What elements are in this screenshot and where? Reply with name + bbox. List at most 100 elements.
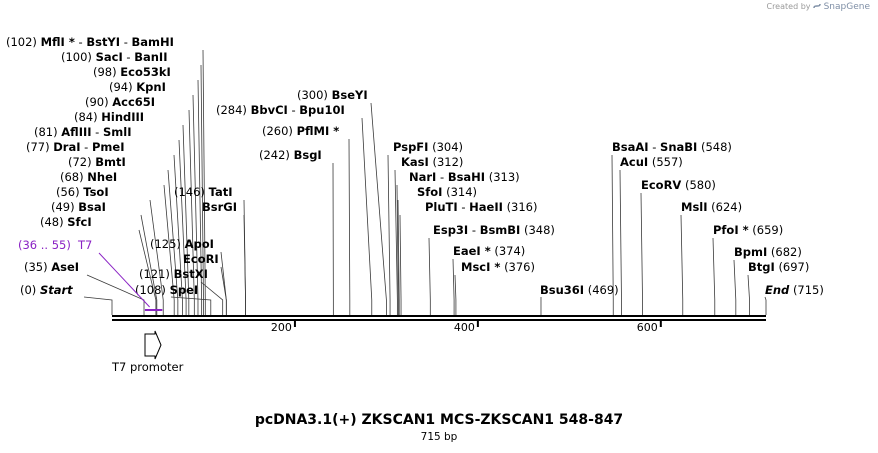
site-position: (48) — [40, 215, 64, 229]
enzyme-name: TatI — [209, 185, 233, 199]
site-label-tsoi-10: (56) TsoI — [56, 185, 109, 199]
site-separator: - — [81, 140, 92, 154]
leader-ecorv-36 — [640, 192, 643, 315]
leader-kasi-26 — [394, 169, 398, 315]
site-position: (682) — [771, 245, 802, 259]
enzyme-name: PmeI — [92, 140, 125, 154]
site-position: (77) — [26, 140, 50, 154]
enzyme-name: Eco53kI — [120, 65, 171, 79]
site-label-ecori-18: EcoRI — [183, 252, 219, 266]
leader-bsaai-snabi-34 — [611, 154, 614, 315]
site-label-bmti-8: (72) BmtI — [68, 155, 126, 169]
site-label-drai-pmei-7: (77) DraI - PmeI — [26, 140, 125, 154]
leader-bsrgi-16 — [243, 214, 246, 315]
site-label-nhei-9: (68) NheI — [60, 170, 117, 184]
site-label-acui-35: AcuI (557) — [620, 155, 683, 169]
leader-bstxi-19 — [200, 281, 224, 315]
site-position: (81) — [34, 125, 58, 139]
leader-nari-bsahi-27 — [396, 184, 399, 315]
enzyme-name: AcuI — [620, 155, 648, 169]
site-label-bseyi-22: (300) BseYI — [297, 88, 368, 102]
enzyme-name: TsoI — [83, 185, 108, 199]
enzyme-name: MflI * — [41, 35, 75, 49]
site-position: (374) — [494, 244, 525, 258]
leader-drai-pmei-7 — [173, 154, 183, 315]
enzyme-name: HindIII — [101, 110, 144, 124]
site-label-apoi-17: (125) ApoI — [150, 237, 214, 251]
enzyme-name: BstYI — [86, 35, 120, 49]
site-label-start-14: (0) Start — [20, 283, 73, 297]
leader-eaei-31 — [452, 258, 455, 315]
leader-bpmi-39 — [733, 259, 737, 315]
enzyme-name: Acc65I — [112, 95, 155, 109]
leader-bseyi-22 — [370, 102, 387, 315]
site-position: (0) — [20, 283, 36, 297]
enzyme-name: BsmBI — [480, 223, 521, 237]
credit-prefix: Created by — [766, 2, 811, 11]
site-separator: - — [436, 170, 447, 184]
t7-leader-line — [98, 252, 150, 308]
enzyme-name: NheI — [87, 170, 117, 184]
enzyme-name: Esp3I — [433, 223, 468, 237]
site-position: (98) — [93, 65, 117, 79]
site-label-end-41: End (715) — [765, 283, 824, 297]
site-label-pluti-haeii-29: PluTI - HaeII (316) — [425, 200, 538, 214]
enzyme-name: BstXI — [174, 267, 208, 281]
site-label-bsgi-24: (242) BsgI — [259, 148, 322, 162]
enzyme-name: AseI — [51, 260, 79, 274]
site-label-mfli-bstyi-bamhi-0: (102) MflI * - BstYI - BamHI — [6, 35, 174, 49]
site-label-btgi-40: BtgI (697) — [748, 260, 809, 274]
site-separator: - — [458, 200, 469, 214]
site-label-kpni-3: (94) KpnI — [109, 80, 166, 94]
site-label-asei-13: (35) AseI — [24, 260, 79, 274]
enzyme-name: MslI — [681, 200, 708, 214]
leader-eco53ki-2 — [197, 79, 203, 315]
site-position: (300) — [297, 88, 328, 102]
site-position: (90) — [85, 95, 109, 109]
leader-start-14 — [83, 296, 113, 315]
leader-msci-32 — [454, 274, 457, 315]
enzyme-name: PluTI — [425, 200, 458, 214]
site-position: (469) — [588, 283, 619, 297]
enzyme-name: BbvCI — [251, 103, 288, 117]
enzyme-name: BsgI — [294, 148, 322, 162]
site-separator: - — [120, 35, 131, 49]
site-position: (348) — [524, 223, 555, 237]
site-label-afliii-smli-6: (81) AflIII - SmlI — [34, 125, 132, 139]
site-position: (35) — [24, 260, 48, 274]
site-position: (715) — [793, 283, 824, 297]
site-position: (284) — [216, 103, 247, 117]
enzyme-name: BmtI — [95, 155, 126, 169]
site-label-spei-20: (108) SpeI — [135, 283, 198, 297]
snapgene-logo-icon — [813, 3, 821, 9]
t7-name-label: T7 — [77, 238, 92, 252]
leader-hindiii-5 — [182, 124, 190, 315]
leader-ecori-18 — [220, 266, 227, 315]
enzyme-name: KasI — [401, 155, 429, 169]
site-label-ecorv-36: EcoRV (580) — [641, 178, 716, 192]
site-separator: - — [75, 35, 86, 49]
enzyme-name: SfcI — [67, 215, 91, 229]
site-separator: - — [468, 223, 479, 237]
enzyme-name: BanII — [134, 50, 167, 64]
site-position: (121) — [139, 267, 170, 281]
enzyme-name: BpmI — [734, 245, 767, 259]
enzyme-name: DraI — [53, 140, 80, 154]
leader-esp3i-bsmbi-30 — [428, 237, 431, 315]
leader-pspfi-25 — [387, 154, 391, 315]
enzyme-name: KpnI — [136, 80, 166, 94]
site-label-bsu36i-33: Bsu36I (469) — [540, 283, 619, 297]
enzyme-name: PspFI — [393, 140, 428, 154]
enzyme-name: BsaHI — [448, 170, 485, 184]
site-position: (242) — [259, 148, 290, 162]
leader-end-41 — [764, 296, 767, 315]
site-label-hindiii-5: (84) HindIII — [74, 110, 144, 124]
leader-acc65i-4 — [188, 109, 195, 315]
site-position: (580) — [685, 178, 716, 192]
site-position: (49) — [51, 200, 75, 214]
enzyme-name: Start — [40, 283, 73, 297]
enzyme-name: HaeII — [469, 200, 503, 214]
site-position: (68) — [60, 170, 84, 184]
credit-brand: SnapGene — [823, 2, 870, 12]
site-position: (260) — [262, 124, 293, 138]
